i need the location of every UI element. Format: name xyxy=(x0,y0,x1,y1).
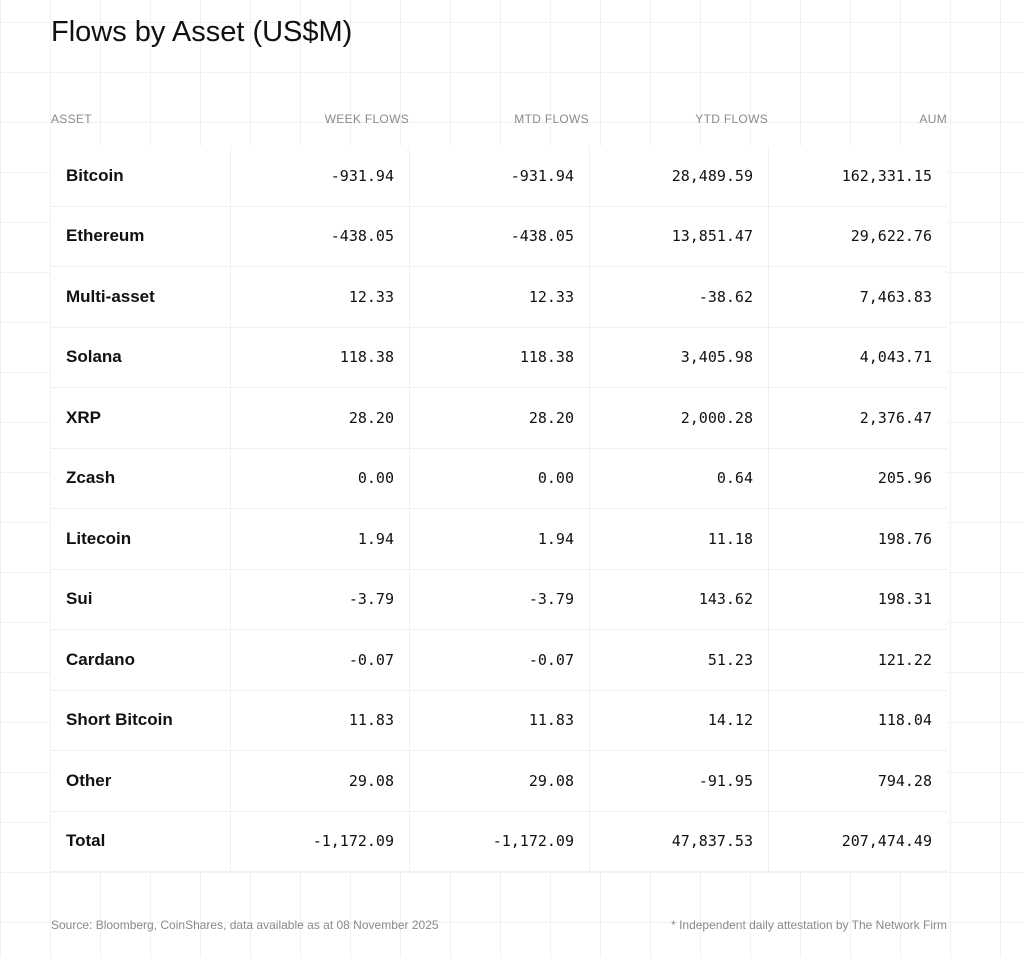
asset-name: Sui xyxy=(66,589,93,609)
cell-value: 12.33 xyxy=(230,267,409,327)
table-row: Solana 118.38 118.38 3,405.98 4,043.71 xyxy=(51,327,947,388)
cell-value: 13,851.47 xyxy=(589,206,768,266)
cell-value: -0.07 xyxy=(230,630,409,690)
column-header: ASSET xyxy=(51,112,92,126)
cell-value: -3.79 xyxy=(409,569,589,629)
title: Flows by Asset (US$M) xyxy=(51,16,353,48)
cell-value: 4,043.71 xyxy=(768,327,947,387)
cell-value: -1,172.09 xyxy=(230,811,409,871)
asset-name: Cardano xyxy=(66,649,135,669)
cell-value: 7,463.83 xyxy=(768,267,947,327)
cell-value: 198.76 xyxy=(768,509,947,569)
attestation-note: * Independent daily attestation by The N… xyxy=(671,918,947,932)
cell-value: 121.22 xyxy=(768,630,947,690)
asset-name: Total xyxy=(66,831,106,851)
table-body: Bitcoin -931.94 -931.94 28,489.59 162,331.15… xyxy=(51,146,947,872)
asset-name: Multi-asset xyxy=(66,286,155,306)
asset-name: Other xyxy=(66,770,112,790)
table-row: Multi-asset 12.33 12.33 -38.62 7,463.83 xyxy=(51,267,947,328)
cell-value: -38.62 xyxy=(589,267,768,327)
cell-value: 198.31 xyxy=(768,569,947,629)
source-note: Source: Bloomberg, CoinShares, data avai… xyxy=(51,918,439,932)
cell-value: -0.07 xyxy=(409,630,589,690)
table-row: Cardano -0.07 -0.07 51.23 121.22 xyxy=(51,630,947,691)
asset-name: Short Bitcoin xyxy=(66,710,173,730)
cell-value: 11.83 xyxy=(409,690,589,750)
asset-name: Solana xyxy=(66,347,122,367)
cell-value: 0.64 xyxy=(589,448,768,508)
asset-name: XRP xyxy=(66,407,101,427)
cell-value: 51.23 xyxy=(589,630,768,690)
cell-value: 0.00 xyxy=(230,448,409,508)
column-header: AUM xyxy=(919,112,947,126)
cell-value: 14.12 xyxy=(589,690,768,750)
cell-value: -1,172.09 xyxy=(409,811,589,871)
cell-value: 29.08 xyxy=(230,751,409,811)
column-header: MTD FLOWS xyxy=(514,112,589,126)
table-row: Bitcoin -931.94 -931.94 28,489.59 162,331.15 xyxy=(51,146,947,207)
cell-value: 143.62 xyxy=(589,569,768,629)
cell-value: 29.08 xyxy=(409,751,589,811)
cell-value: 118.38 xyxy=(409,327,589,387)
table-row: Sui -3.79 -3.79 143.62 198.31 xyxy=(51,569,947,630)
asset-name: Zcash xyxy=(66,468,116,488)
cell-value: -931.94 xyxy=(230,146,409,206)
cell-value: 118.04 xyxy=(768,690,947,750)
asset-name: Litecoin xyxy=(66,528,132,548)
column-header: YTD FLOWS xyxy=(695,112,768,126)
cell-value: 1.94 xyxy=(230,509,409,569)
cell-value: 207,474.49 xyxy=(768,811,947,871)
cell-value: 28.20 xyxy=(409,388,589,448)
cell-value: 11.18 xyxy=(589,509,768,569)
cell-value: 29,622.76 xyxy=(768,206,947,266)
cell-value: 2,000.28 xyxy=(589,388,768,448)
cell-value: 2,376.47 xyxy=(768,388,947,448)
cell-value: 794.28 xyxy=(768,751,947,811)
cell-value: 28,489.59 xyxy=(589,146,768,206)
cell-value: -91.95 xyxy=(589,751,768,811)
cell-value: 3,405.98 xyxy=(589,327,768,387)
cell-value: 47,837.53 xyxy=(589,811,768,871)
column-header: WEEK FLOWS xyxy=(324,112,409,126)
cell-value: -931.94 xyxy=(409,146,589,206)
asset-name: Ethereum xyxy=(66,226,145,246)
table-row: Other 29.08 29.08 -91.95 794.28 xyxy=(51,751,947,812)
cell-value: 0.00 xyxy=(409,448,589,508)
cell-value: -438.05 xyxy=(409,206,589,266)
cell-value: -3.79 xyxy=(230,569,409,629)
table-header: ASSET WEEK FLOWS MTD FLOWS YTD FLOWS AUM xyxy=(51,112,947,130)
table-row: Ethereum -438.05 -438.05 13,851.47 29,622.76 xyxy=(51,206,947,267)
cell-value: 118.38 xyxy=(230,327,409,387)
cell-value: 11.83 xyxy=(230,690,409,750)
cell-value: 28.20 xyxy=(230,388,409,448)
cell-value: 162,331.15 xyxy=(768,146,947,206)
cell-value: 1.94 xyxy=(409,509,589,569)
cell-value: -438.05 xyxy=(230,206,409,266)
table-row: Total -1,172.09 -1,172.09 47,837.53 207,474.… xyxy=(51,811,947,872)
table-row: XRP 28.20 28.20 2,000.28 2,376.47 xyxy=(51,388,947,449)
table-row: Litecoin 1.94 1.94 11.18 198.76 xyxy=(51,509,947,570)
table-row: Short Bitcoin 11.83 11.83 14.12 118.04 xyxy=(51,690,947,751)
cell-value: 205.96 xyxy=(768,448,947,508)
asset-name: Bitcoin xyxy=(66,165,124,185)
table-row: Zcash 0.00 0.00 0.64 205.96 xyxy=(51,448,947,509)
cell-value: 12.33 xyxy=(409,267,589,327)
